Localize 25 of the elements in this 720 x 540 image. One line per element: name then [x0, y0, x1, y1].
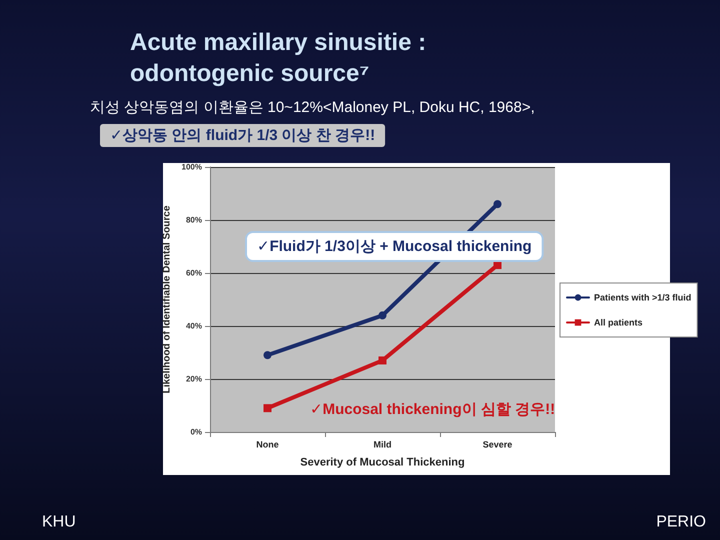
- y-axis-title: Likelihood of Identifiable Dental Source: [162, 205, 172, 394]
- point: [264, 404, 272, 412]
- x-tick-label: Mild: [374, 440, 392, 450]
- y-tick-label: 20%: [186, 374, 202, 384]
- text: PERIO: [656, 514, 706, 530]
- x-tick-label: Severe: [482, 440, 512, 450]
- annotation: ✓Mucosal thickening이 심할 경우!!: [310, 401, 556, 418]
- legend-label: All patients: [594, 318, 643, 328]
- point: [264, 351, 272, 360]
- legend-label: Patients with >1/3 fluid: [594, 292, 692, 302]
- point: [494, 200, 502, 208]
- y-tick-label: 80%: [186, 216, 202, 224]
- text: ✓상악동 안의 fluid가 1/3 이상 찬 경우!!: [110, 127, 376, 144]
- y-tick-label: 100%: [182, 162, 202, 172]
- annotation: ✓Fluid가 1/3이상 + Mucosal thickening: [257, 238, 532, 255]
- point: [378, 356, 386, 364]
- x-tick-label: None: [256, 440, 279, 450]
- text: KHU: [42, 514, 76, 530]
- chart-title: Acute maxillary sinusitie : odontogenic source⁷: [130, 29, 433, 87]
- x-axis-title: Severity of Mucosal Thickening: [300, 456, 465, 468]
- y-tick-label: 0%: [190, 428, 202, 436]
- point: [378, 311, 386, 320]
- y-tick-label: 60%: [186, 268, 202, 278]
- text: 치성 상악동염의 이환율은 10~12%<Maloney PL, Doku HC, 1968>,: [90, 99, 535, 116]
- y-tick-label: 40%: [186, 322, 202, 330]
